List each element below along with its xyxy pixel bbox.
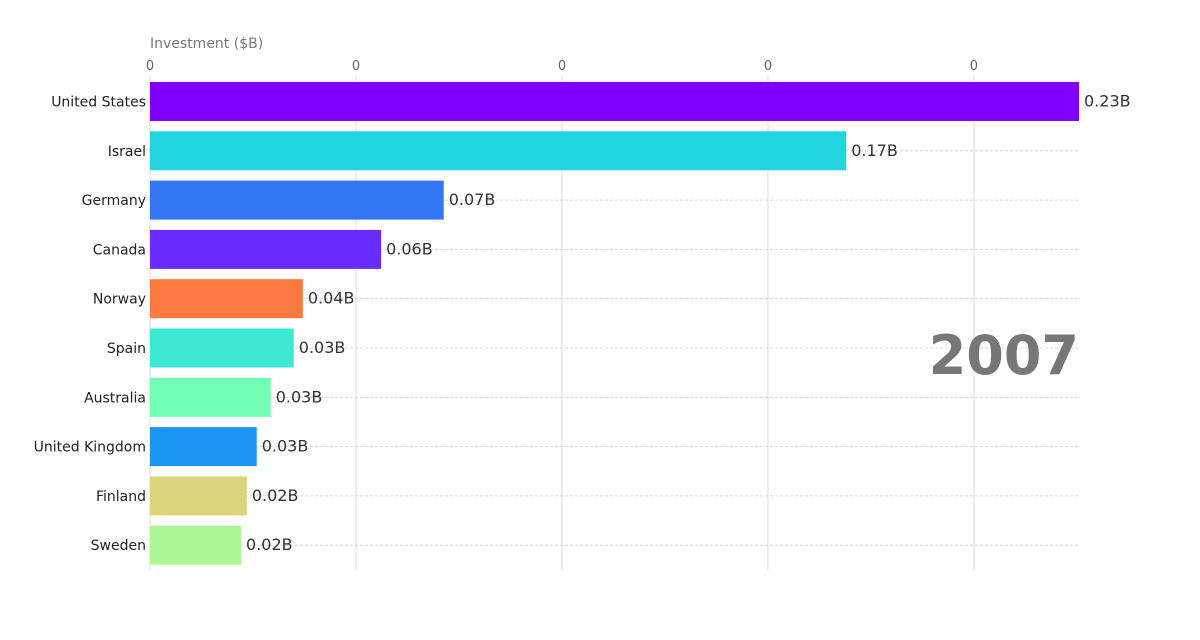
value-label: 0.04B	[308, 289, 355, 308]
x-tick-label: 0	[764, 59, 772, 74]
bar-canada	[150, 229, 382, 269]
value-label: 0.02B	[252, 486, 299, 505]
category-label: Canada	[93, 242, 146, 258]
bars: United States 0.23B Israel 0.17B Germany 0.07…	[34, 82, 1131, 565]
category-label: Finland	[96, 489, 146, 505]
bar-australia	[150, 377, 271, 417]
x-axis-ticks: 0 0 0 0 0	[146, 59, 978, 74]
category-label: Sweden	[91, 538, 146, 554]
value-label: 0.03B	[299, 338, 346, 357]
category-label: Australia	[84, 390, 146, 406]
value-label: 0.17B	[851, 141, 898, 160]
bar-spain	[150, 328, 294, 368]
bar-sweden	[150, 525, 242, 565]
value-label: 0.03B	[262, 437, 309, 456]
value-label: 0.23B	[1084, 92, 1131, 111]
bar-germany	[150, 180, 444, 220]
category-label: United Kingdom	[34, 440, 146, 456]
category-label: Israel	[108, 144, 146, 160]
category-label: Spain	[107, 341, 146, 357]
value-label: 0.02B	[246, 535, 293, 554]
x-tick-label: 0	[558, 59, 566, 74]
x-tick-label: 0	[146, 59, 154, 74]
bar-finland	[150, 476, 247, 516]
category-label: United States	[51, 95, 146, 111]
bar-united-states	[150, 82, 1079, 121]
bar-israel	[150, 131, 847, 171]
category-label: Norway	[93, 292, 146, 308]
year-label: 2007	[929, 324, 1079, 387]
x-tick-label: 0	[970, 59, 978, 74]
value-label: 0.07B	[449, 190, 496, 209]
x-tick-label: 0	[352, 59, 360, 74]
bar-norway	[150, 279, 303, 319]
category-label: Germany	[82, 193, 146, 209]
bar-united-kingdom	[150, 427, 257, 467]
x-axis-title: Investment ($B)	[150, 36, 263, 52]
value-label: 0.03B	[276, 387, 323, 406]
value-label: 0.06B	[386, 239, 433, 258]
